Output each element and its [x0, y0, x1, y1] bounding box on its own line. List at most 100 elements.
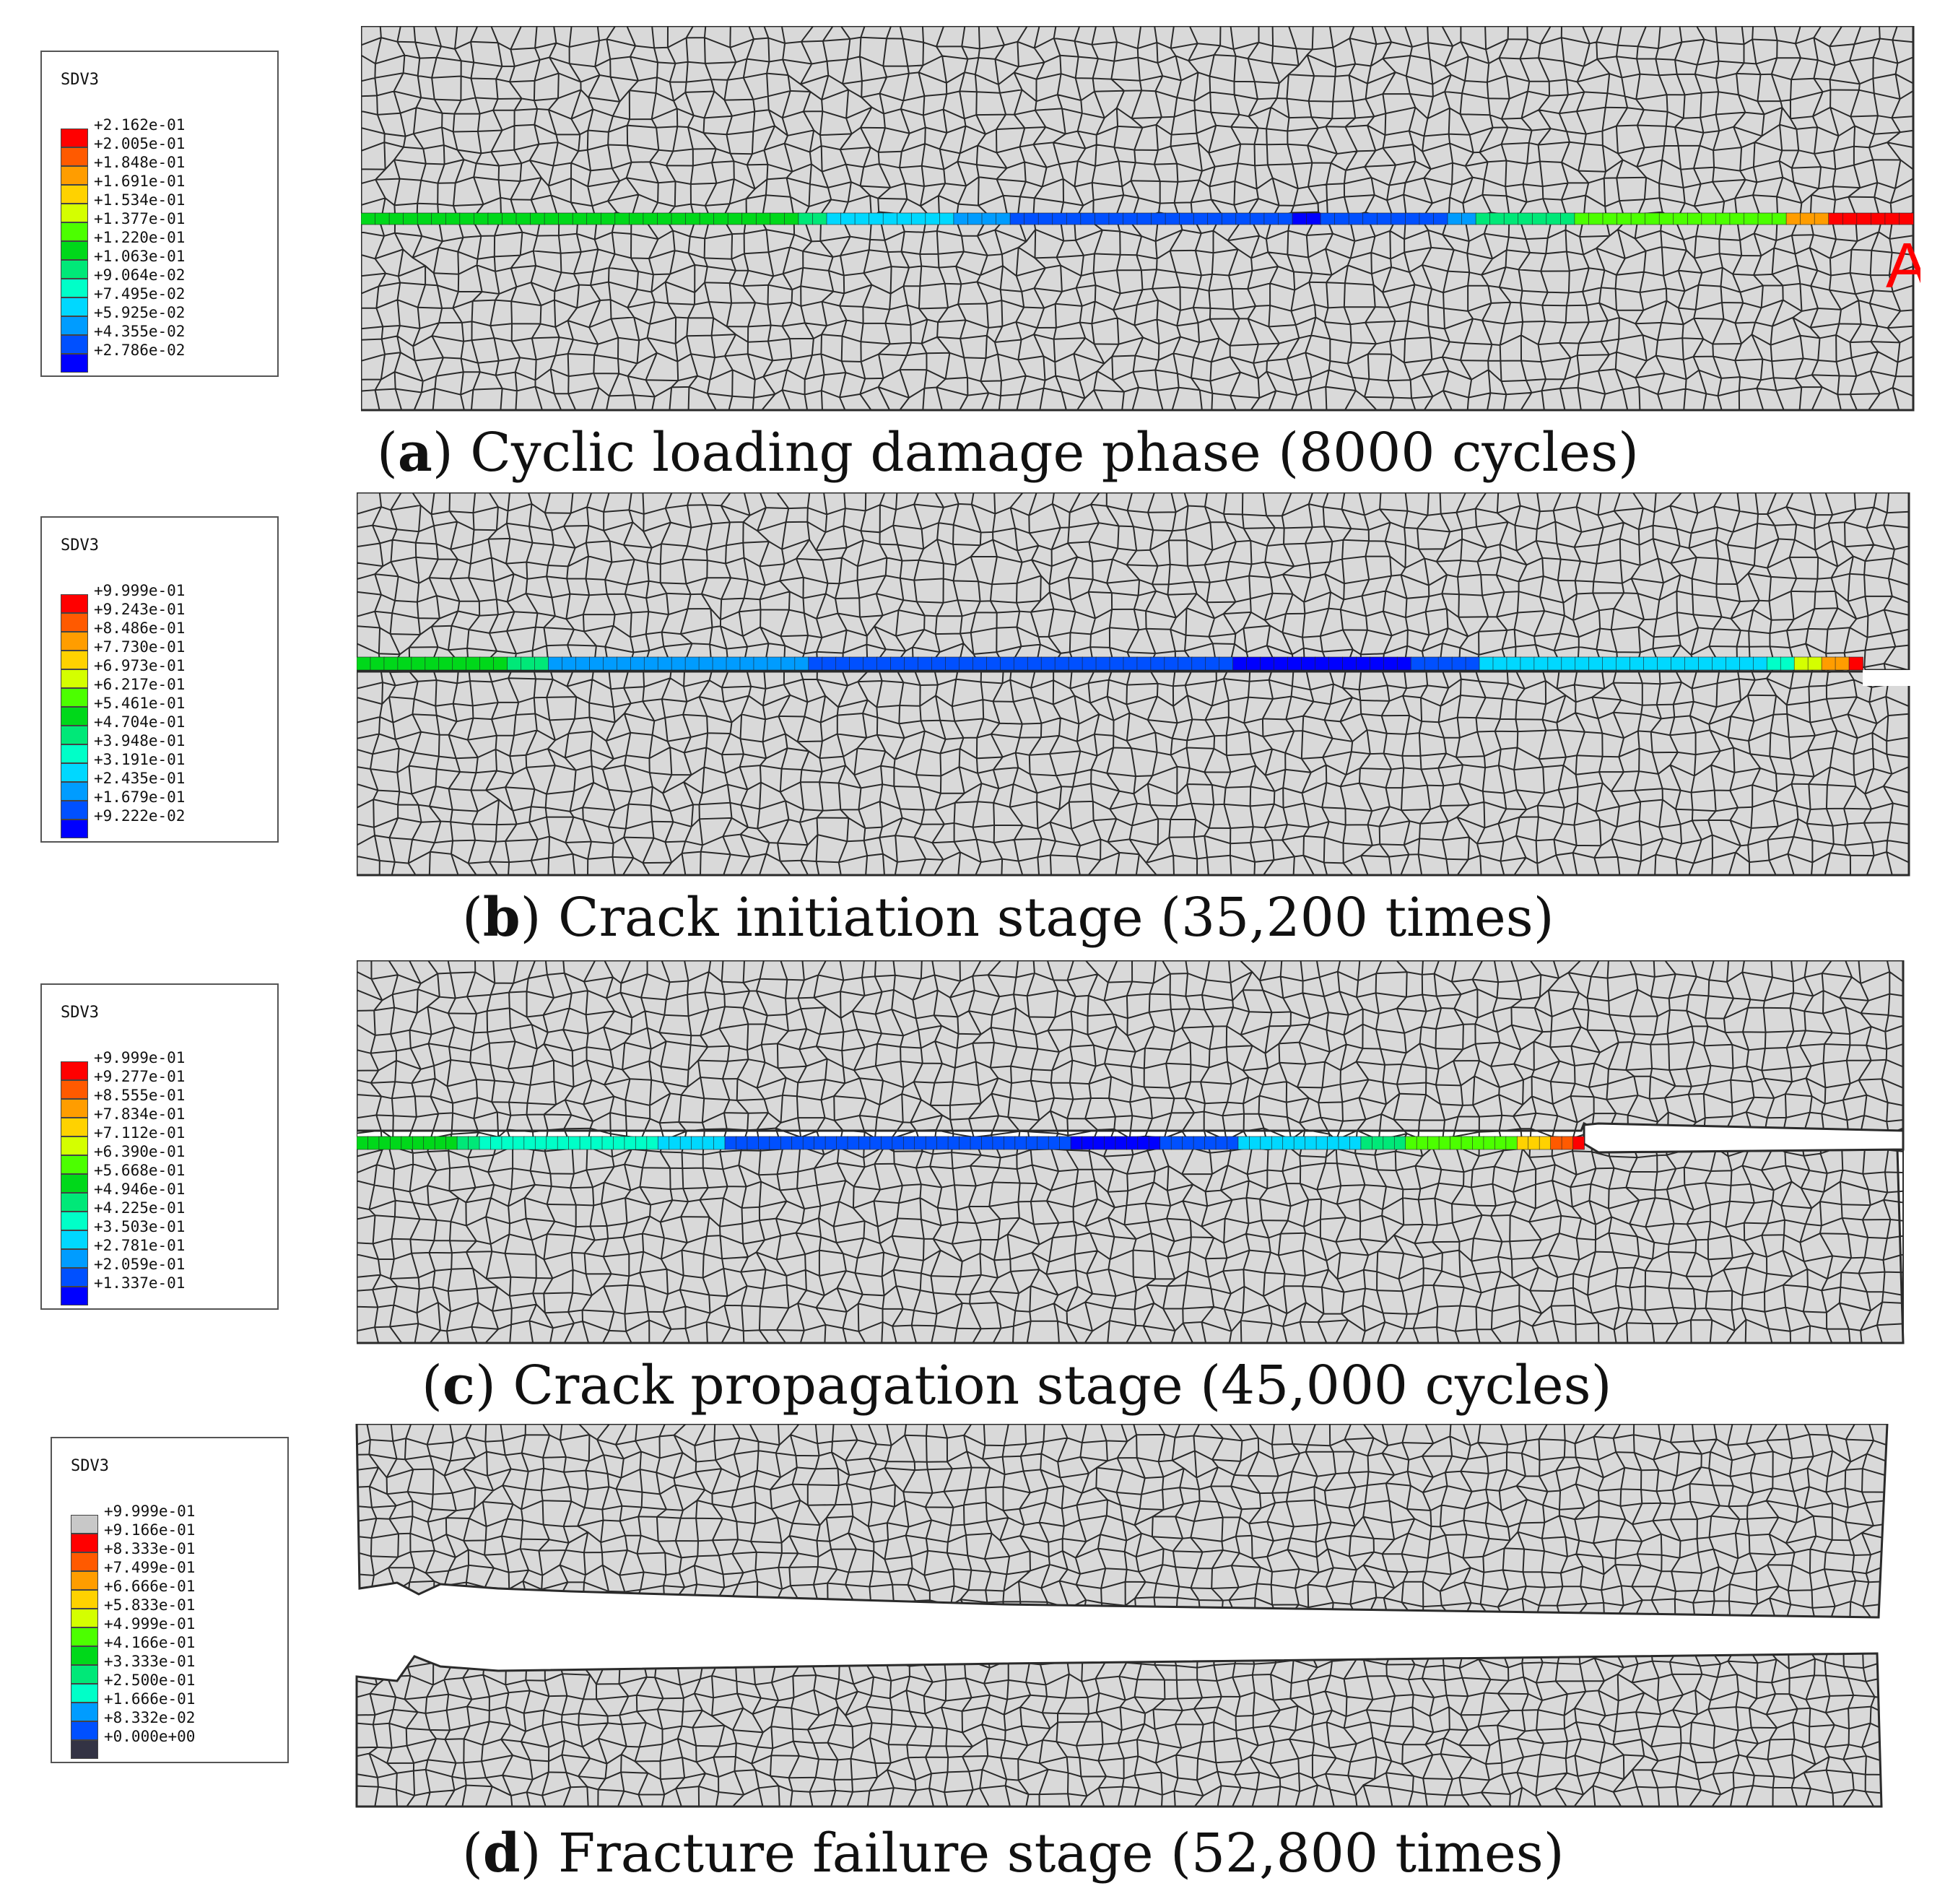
cohesive-element — [1123, 212, 1138, 225]
cohesive-element — [1170, 1136, 1183, 1150]
cohesive-element — [1178, 656, 1193, 671]
cohesive-element — [558, 212, 573, 225]
cohesive-element — [1729, 212, 1745, 225]
cohesive-element — [600, 212, 616, 225]
cohesive-element — [798, 212, 814, 225]
cohesive-element — [669, 1136, 681, 1150]
legend-row: +1.691e-01 — [61, 173, 277, 204]
legend-row: +8.333e-01 — [71, 1540, 287, 1571]
legend-swatch — [61, 1155, 88, 1174]
cohesive-element — [869, 212, 884, 225]
legend-value: +6.217e-01 — [94, 676, 186, 693]
cohesive-element — [425, 656, 440, 671]
cohesive-element — [468, 1136, 480, 1150]
cohesive-element — [1472, 1136, 1484, 1150]
cohesive-element — [1348, 212, 1364, 225]
cohesive-element — [635, 1136, 648, 1150]
cohesive-element — [1066, 212, 1082, 225]
legend-value: +3.333e-01 — [104, 1653, 196, 1670]
legend-row: +5.833e-01 — [71, 1596, 287, 1627]
cohesive-element — [847, 1136, 860, 1150]
cohesive-element — [1328, 656, 1344, 671]
legend-value: +4.355e-02 — [94, 323, 186, 340]
cohesive-element — [367, 1136, 380, 1150]
cohesive-element — [826, 212, 842, 225]
cohesive-element — [1205, 656, 1220, 671]
cohesive-element — [981, 1136, 993, 1150]
cohesive-element — [1821, 656, 1836, 671]
cohesive-element — [699, 212, 715, 225]
cohesive-element — [1698, 656, 1713, 671]
legend-value: +1.848e-01 — [94, 154, 186, 171]
cohesive-element — [438, 656, 453, 671]
cohesive-element — [1793, 656, 1809, 671]
cohesive-element — [1235, 212, 1251, 225]
cohesive-element — [1807, 656, 1822, 671]
cohesive-element — [423, 1136, 435, 1150]
legend-value: +8.332e-02 — [104, 1709, 196, 1726]
legend-row: +9.999e-01 — [71, 1503, 287, 1534]
legend-row: +1.220e-01 — [61, 229, 277, 260]
cohesive-element — [881, 1136, 893, 1150]
cohesive-element — [572, 212, 588, 225]
cohesive-element — [1095, 656, 1110, 671]
legend-value: +9.166e-01 — [104, 1521, 196, 1539]
cohesive-element — [1115, 1136, 1128, 1150]
cohesive-element — [614, 212, 630, 225]
legend-row: +1.848e-01 — [61, 154, 277, 185]
cohesive-element — [1136, 656, 1152, 671]
legend-swatch — [71, 1684, 98, 1703]
cohesive-element — [1416, 1136, 1429, 1150]
cohesive-element — [1505, 1136, 1518, 1150]
cohesive-element — [1772, 212, 1787, 225]
legend-row: +1.377e-01 — [61, 210, 277, 241]
cohesive-element — [1572, 1136, 1585, 1150]
cohesive-element — [357, 656, 371, 671]
legend-swatch — [61, 166, 88, 185]
cohesive-element — [890, 656, 905, 671]
legend-title: SDV3 — [71, 1457, 109, 1475]
cohesive-element — [1305, 1136, 1317, 1150]
cohesive-element — [1629, 656, 1645, 671]
cohesive-element — [1349, 1136, 1362, 1150]
cohesive-element — [910, 212, 926, 225]
cohesive-element — [487, 212, 503, 225]
legend-row: +3.191e-01 — [61, 751, 277, 782]
cohesive-element — [1547, 656, 1562, 671]
cohesive-element — [1237, 1136, 1250, 1150]
cohesive-element — [474, 212, 489, 225]
legend-value: +4.225e-01 — [94, 1199, 186, 1217]
cohesive-element — [1219, 656, 1234, 671]
legend-swatch — [61, 1212, 88, 1230]
cohesive-element — [546, 1136, 558, 1150]
cohesive-element — [479, 656, 495, 671]
cohesive-element — [1684, 656, 1700, 671]
cohesive-element — [972, 656, 988, 671]
cohesive-element — [1785, 212, 1801, 225]
cohesive-element — [1260, 1136, 1273, 1150]
legend-row: +4.166e-01 — [71, 1634, 287, 1665]
cohesive-element — [1546, 212, 1562, 225]
legend-row: +4.355e-02 — [61, 323, 277, 354]
legend-row: +4.225e-01 — [61, 1199, 277, 1230]
legend-swatch — [61, 782, 88, 801]
cohesive-element — [986, 656, 1001, 671]
legend-swatch — [61, 820, 88, 838]
cohesive-element — [586, 212, 602, 225]
cohesive-element — [679, 1136, 692, 1150]
cohesive-element — [388, 212, 404, 225]
cohesive-element — [1602, 212, 1618, 225]
cohesive-element — [931, 656, 947, 671]
cohesive-element — [601, 1136, 614, 1150]
cohesive-element — [892, 1136, 905, 1150]
cohesive-element — [624, 1136, 637, 1150]
legend-swatch — [61, 594, 88, 613]
cohesive-element — [914, 1136, 926, 1150]
cohesive-element — [1391, 212, 1406, 225]
cohesive-element — [713, 212, 728, 225]
mesh-upper-half — [357, 492, 1910, 673]
legend-row: +2.059e-01 — [61, 1256, 277, 1287]
cohesive-element — [1271, 1136, 1284, 1150]
cohesive-element — [1221, 212, 1237, 225]
cohesive-element — [1744, 212, 1759, 225]
